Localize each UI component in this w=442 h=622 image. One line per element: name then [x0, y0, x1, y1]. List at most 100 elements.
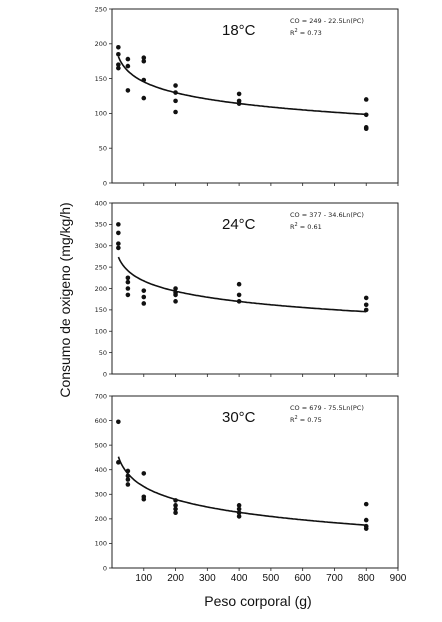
r-squared-value: = 0.75: [298, 416, 322, 424]
data-point: [236, 299, 242, 304]
data-point: [125, 468, 131, 474]
data-point: [363, 517, 369, 523]
plot-frame: [111, 8, 399, 184]
data-point: [236, 503, 242, 508]
y-tick-label: 50: [99, 145, 107, 153]
data-point: [116, 222, 121, 227]
data-point: [173, 83, 178, 88]
data-point: [236, 510, 242, 516]
y-tick-label: 250: [95, 5, 107, 13]
data-point: [363, 307, 369, 313]
r-squared-symbol: R: [290, 223, 295, 231]
data-point: [116, 460, 121, 465]
r-squared-value: = 0.73: [298, 29, 322, 37]
r-squared-exponent: 2: [295, 415, 298, 421]
y-tick-label: 700: [95, 392, 107, 400]
y-tick-label: 300: [95, 242, 107, 250]
data-point: [173, 90, 178, 95]
r-squared: R2 = 0.73: [290, 28, 322, 37]
data-point: [236, 101, 242, 106]
x-axis-label: Peso corporal (g): [204, 593, 311, 609]
data-point: [173, 286, 178, 291]
data-point: [116, 65, 121, 71]
data-point: [141, 301, 147, 306]
x-tick-label: 600: [294, 573, 311, 584]
fit-curve: [117, 56, 367, 116]
y-tick-label: 350: [95, 221, 107, 229]
fit-curve: [117, 456, 367, 526]
y-tick-label: 0: [103, 370, 107, 378]
data-point: [125, 477, 131, 482]
r-squared: R2 = 0.75: [290, 415, 322, 424]
data-point: [116, 44, 121, 50]
x-tick-label: 500: [263, 573, 280, 584]
data-point: [363, 295, 369, 301]
data-point: [236, 292, 242, 298]
y-tick-label: 100: [95, 540, 107, 548]
data-point: [125, 279, 131, 285]
data-point: [236, 91, 242, 97]
data-point: [173, 109, 178, 115]
r-squared-exponent: 2: [295, 28, 298, 34]
data-point: [141, 288, 147, 293]
r-squared: R2 = 0.61: [290, 222, 322, 231]
data-point: [141, 496, 147, 502]
data-point: [236, 506, 242, 512]
temperature-label: 24°C: [222, 216, 256, 233]
panel-1: 0 50 100 150 200 250 18°C CO = 249 - 22.5Ln(PC)…: [95, 5, 399, 187]
x-tick-label: 800: [358, 573, 375, 584]
data-point: [141, 95, 147, 101]
y-axis-label: Consumo de oxigeno (mg/kg/h): [57, 202, 73, 397]
x-tick-label: 100: [135, 573, 152, 584]
x-tick-label: 900: [390, 573, 407, 584]
data-point: [125, 292, 131, 298]
data-point: [236, 514, 242, 519]
y-tick-label: 100: [95, 328, 107, 336]
data-point: [363, 126, 369, 132]
data-point: [125, 88, 131, 93]
data-point: [116, 245, 121, 251]
x-tick-label: 400: [231, 573, 248, 584]
y-tick-label: 0: [103, 179, 107, 187]
data-point: [363, 112, 369, 118]
plot-frame: [111, 395, 399, 569]
y-tick-label: 400: [95, 466, 107, 474]
data-point: [125, 473, 131, 479]
y-tick-label: 150: [95, 306, 107, 314]
data-point: [116, 241, 121, 246]
panel-3: 0 100 200 300 400 500 600 700 100 200 300 400 500 600…: [95, 392, 407, 584]
data-point: [125, 482, 131, 487]
y-tick-label: 150: [95, 75, 107, 83]
y-tick-label: 50: [99, 349, 107, 357]
data-point: [141, 294, 147, 300]
x-tick-label: 300: [199, 573, 216, 584]
data-point: [363, 97, 369, 102]
data-point: [125, 56, 131, 62]
data-point: [116, 62, 121, 67]
data-point: [173, 498, 178, 503]
y-tick-label: 200: [95, 40, 107, 48]
y-tick-label: 500: [95, 441, 107, 449]
regression-equation: CO = 679 - 75.5Ln(PC): [290, 404, 364, 412]
y-tick-label: 200: [95, 515, 107, 523]
r-squared-exponent: 2: [295, 222, 298, 228]
data-point: [141, 58, 147, 64]
y-tick-label: 250: [95, 263, 107, 271]
data-point: [173, 506, 178, 512]
data-point: [116, 51, 121, 57]
data-point: [363, 501, 369, 507]
fit-curve: [117, 256, 367, 313]
y-tick-label: 100: [95, 110, 107, 118]
r-squared-symbol: R: [290, 29, 295, 37]
y-tick-label: 400: [95, 199, 107, 207]
data-point: [125, 63, 131, 69]
x-tick-label: 200: [167, 573, 184, 584]
data-point: [116, 230, 121, 236]
data-point: [116, 419, 121, 425]
data-point: [363, 526, 369, 531]
data-point: [141, 77, 147, 83]
y-tick-label: 600: [95, 417, 107, 425]
data-point: [173, 292, 178, 298]
data-point: [173, 299, 178, 304]
